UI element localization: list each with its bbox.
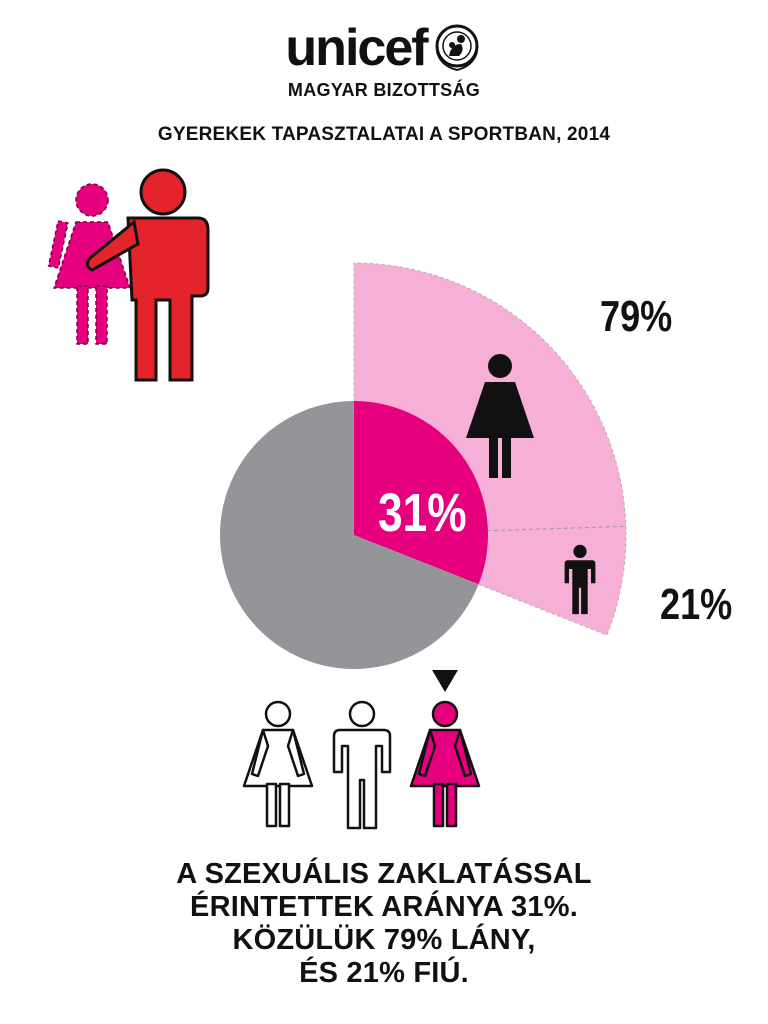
page-title: GYEREKEK TAPASZTALATAI A SPORTBAN, 2014	[157, 124, 611, 145]
breakdown-label-girls: 79%	[600, 292, 673, 341]
highlighted-girl-icon	[409, 700, 481, 828]
harassment-illustration-icon	[47, 168, 210, 382]
pointer-triangle-icon	[432, 670, 458, 692]
caption-line: ÉS 21% FIÚ.	[299, 957, 469, 989]
caption-line: A SZEXUÁLIS ZAKLATÁSSAL	[176, 858, 592, 890]
pie-chart	[220, 262, 627, 830]
girl-icon	[466, 354, 534, 478]
boy-icon	[564, 544, 596, 615]
outline-girl-icon	[242, 700, 314, 828]
unicef-wordmark: unicef	[285, 19, 428, 77]
logo-subtitle: MAGYAR BIZOTTSÁG	[287, 80, 481, 100]
pie-share-slice	[354, 401, 488, 585]
outline-boy-icon	[332, 700, 392, 830]
caption: A SZEXUÁLIS ZAKLATÁSSAL ÉRINTETTEK ARÁNY…	[0, 858, 768, 990]
red-adult-icon	[85, 168, 210, 382]
total-share-label: 31%	[378, 483, 467, 543]
caption-line: KÖZÜLÜK 79% LÁNY,	[232, 924, 536, 956]
unicef-emblem-icon	[435, 24, 479, 71]
caption-line: ÉRINTETTEK ARÁNYA 31%.	[190, 891, 578, 923]
unicef-logo: unicef	[0, 20, 768, 76]
breakdown-label-boys: 21%	[660, 580, 733, 629]
dashed-girl-icon	[47, 183, 132, 345]
